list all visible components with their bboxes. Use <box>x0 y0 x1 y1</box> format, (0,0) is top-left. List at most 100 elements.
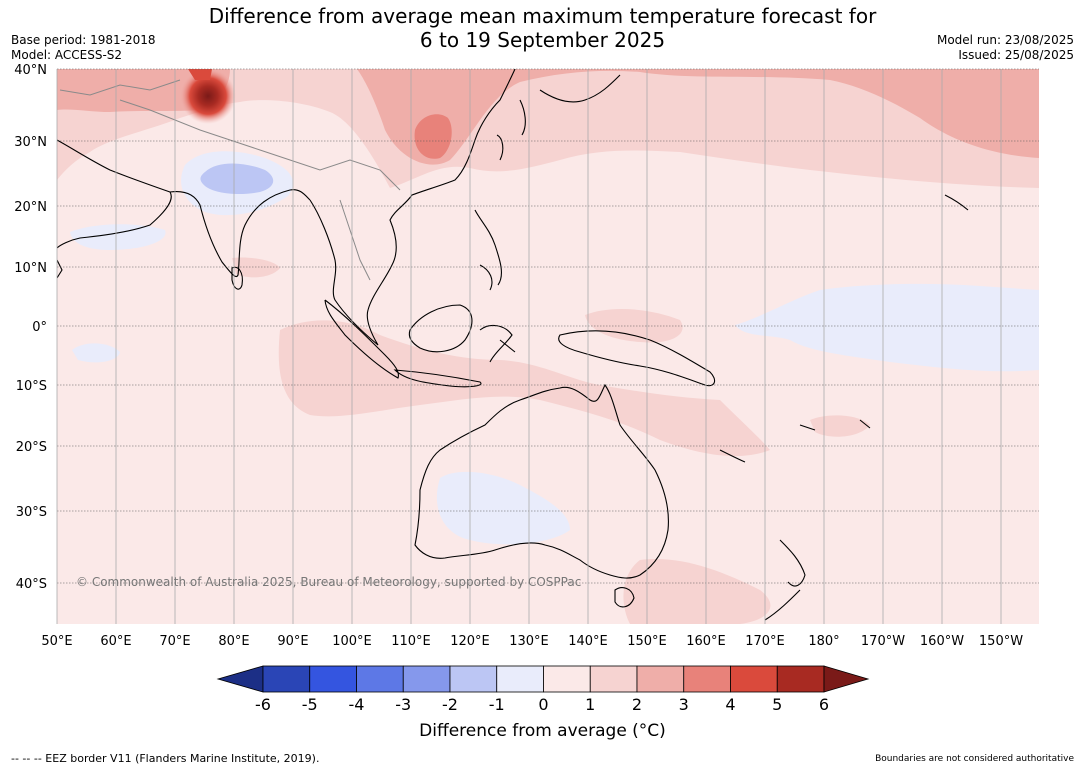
latitude-labels: 40°N 30°N 20°N 10°N 0° 10°S 20°S 30°S 40°S <box>14 63 47 592</box>
coast-borneo <box>408 304 473 353</box>
colorbar-swatch <box>543 665 591 693</box>
map-title: Difference from average mean maximum tem… <box>0 4 1085 52</box>
coast-somalia <box>57 259 63 279</box>
lon-label: 110°E <box>391 634 431 649</box>
colorbar-swatch <box>402 665 451 693</box>
lat-label: 40°N <box>14 63 47 78</box>
anomaly-zone-bay-bengal-warm <box>232 257 280 278</box>
colorbar-tick: 1 <box>585 695 595 714</box>
lat-label: 10°N <box>14 261 47 276</box>
colorbar-swatch <box>449 665 498 693</box>
anomaly-zone-indian-ocean-cool <box>72 343 120 363</box>
colorbar-tick: -6 <box>255 695 271 714</box>
coast-new-zealand <box>764 539 806 621</box>
anomaly-zone-pacific-cool <box>735 283 1039 372</box>
longitude-labels: 50°E 60°E 70°E 80°E 90°E 100°E 110°E 120°E 130°E… <box>41 634 1023 649</box>
colorbar-swatch <box>636 665 685 693</box>
lon-label: 170°W <box>861 634 905 649</box>
lon-label: 100°E <box>332 634 372 649</box>
disclaimer: Boundaries are not considered authoritat… <box>875 754 1074 764</box>
colorbar-tick: 4 <box>725 695 735 714</box>
coast-australia <box>414 383 669 579</box>
colorbar-swatch <box>262 665 311 693</box>
base-period: Base period: 1981-2018 <box>11 33 156 47</box>
coast-java <box>393 369 482 388</box>
anomaly-zone-tasman-warm <box>623 559 771 624</box>
colorbar-tick: -5 <box>302 695 318 714</box>
coast-pacific-islands <box>719 419 871 463</box>
anomaly-hotspot-north <box>188 69 212 80</box>
border-central-asia <box>59 79 181 96</box>
colorbar-swatch <box>496 665 544 693</box>
meta-left: Base period: 1981-2018 Model: ACCESS-S2 <box>11 33 156 63</box>
colorbar-tick: 3 <box>679 695 689 714</box>
copyright-text: © Commonwealth of Australia 2025, Bureau… <box>76 575 581 589</box>
coast-sri-lanka <box>231 266 243 290</box>
title-line-2: 6 to 19 September 2025 <box>419 28 666 52</box>
colorbar-extend-high <box>823 665 870 693</box>
lat-label: 30°N <box>14 135 47 150</box>
lon-label: 60°E <box>100 634 131 649</box>
colorbar-tick: -4 <box>349 695 365 714</box>
lat-label: 20°N <box>14 200 47 215</box>
lat-label: 30°S <box>16 505 47 520</box>
coast-indochina <box>309 69 516 346</box>
lon-label: 180° <box>808 634 839 649</box>
colorbar-tick: 0 <box>538 695 548 714</box>
lon-label: 90°E <box>277 634 308 649</box>
meta-right: Model run: 23/08/2025 Issued: 25/08/2025 <box>937 33 1074 63</box>
lon-label: 150°W <box>979 634 1023 649</box>
anomaly-zone-arabian-sea <box>70 224 166 250</box>
title-line-1: Difference from average mean maximum tem… <box>208 4 877 28</box>
coast-sumatra <box>324 299 399 379</box>
colorbar-swatch <box>730 665 778 693</box>
lat-label: 0° <box>32 320 47 335</box>
graticule <box>56 68 1039 624</box>
eez-note: -- -- -- EEZ border V11 (Flanders Marine… <box>11 752 320 765</box>
model-name: Model: ACCESS-S2 <box>11 48 123 62</box>
lon-label: 120°E <box>450 634 490 649</box>
lon-label: 150°E <box>627 634 667 649</box>
coast-japan <box>519 74 621 136</box>
colorbar-swatch <box>683 665 731 693</box>
coastlines <box>57 69 969 621</box>
lon-label: 70°E <box>159 634 190 649</box>
coast-india <box>169 189 311 278</box>
colorbar-tick: 5 <box>772 695 782 714</box>
colorbar-extend-low <box>216 665 264 693</box>
colorbar-tick: 2 <box>632 695 642 714</box>
country-borders <box>59 79 401 281</box>
anomaly-zone-fiji-warm <box>810 415 870 437</box>
lon-label: 130°E <box>509 634 549 649</box>
anomaly-zone-north <box>57 69 1039 188</box>
lat-label: 10°S <box>16 379 47 394</box>
border-himalaya <box>119 99 401 191</box>
lon-label: 50°E <box>41 634 72 649</box>
border-indochina <box>339 199 371 281</box>
coast-arabia <box>57 139 172 249</box>
issued-date: Issued: 25/08/2025 <box>958 48 1074 62</box>
colorbar: -6 -5 -4 -3 -2 -1 0 1 2 3 4 5 6 <box>216 665 870 714</box>
lon-label: 160°W <box>920 634 964 649</box>
anomaly-zone-india-cold <box>200 163 274 194</box>
colorbar-tick: -3 <box>395 695 411 714</box>
lon-label: 80°E <box>218 634 249 649</box>
anomaly-zone-china <box>414 114 452 159</box>
anomaly-hotspot <box>180 69 236 124</box>
colorbar-tick: -2 <box>442 695 458 714</box>
anomaly-field <box>57 69 1039 624</box>
lon-label: 140°E <box>568 634 608 649</box>
colorbar-tick: 6 <box>819 695 829 714</box>
model-run: Model run: 23/08/2025 <box>936 33 1074 47</box>
colorbar-swatch <box>776 665 825 693</box>
coast-tasmania <box>614 587 635 608</box>
lat-label: 40°S <box>16 577 47 592</box>
lat-label: 20°S <box>16 440 47 455</box>
colorbar-swatch <box>589 665 638 693</box>
colorbar-swatch <box>356 665 404 693</box>
coast-taiwan <box>496 134 504 161</box>
lon-label: 170°E <box>745 634 785 649</box>
colorbar-title: Difference from average (°C) <box>419 721 666 741</box>
colorbar-tick: -1 <box>489 695 505 714</box>
